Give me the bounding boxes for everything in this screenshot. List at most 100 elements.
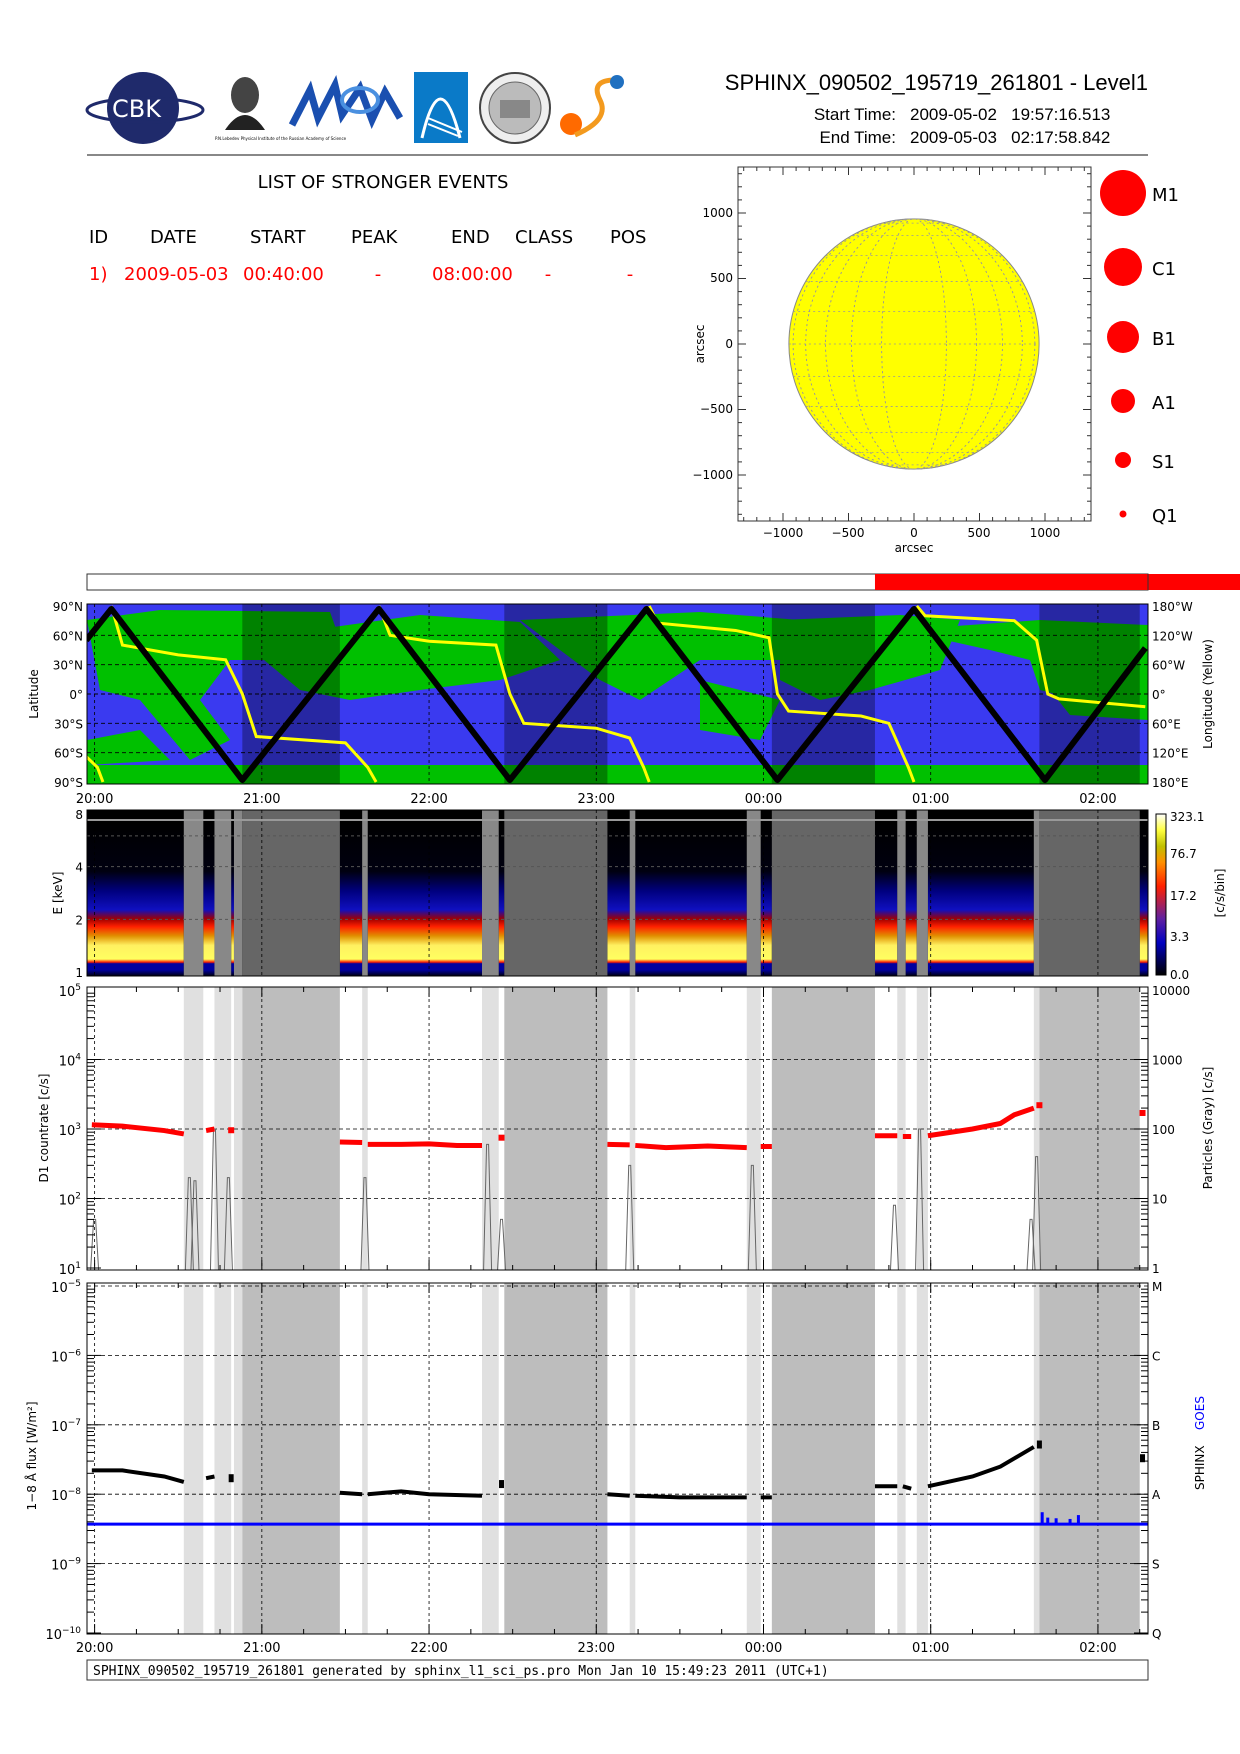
radiation-region <box>520 612 800 700</box>
time-tick-label: 23:00 <box>578 1641 615 1656</box>
col-date: DATE <box>150 227 197 248</box>
particles-axis-label: Particles (Gray) [c/s] <box>1201 1067 1215 1190</box>
data-gap-shade <box>242 987 340 1270</box>
particles-tick-label: 1000 <box>1152 1054 1183 1068</box>
sphinx-data-point <box>1140 1454 1146 1463</box>
goes-flux-spike <box>1046 1517 1050 1525</box>
d1-data-point <box>228 1127 235 1134</box>
spectrogram-gap <box>746 810 761 976</box>
svg-text:CBK: CBK <box>112 95 162 123</box>
sun-longitude-line <box>881 218 947 470</box>
d1-countrate-line <box>635 1142 747 1151</box>
data-gap-shade <box>916 1283 928 1634</box>
spectrogram-data-block <box>367 822 483 976</box>
data-gap-shade <box>233 987 243 1270</box>
data-gap-shade <box>504 1283 608 1634</box>
energy-tick-label: 4 <box>75 861 83 875</box>
data-gap-shade <box>771 987 875 1270</box>
event-timeline-bar <box>86 573 1240 591</box>
colorbar-label: [c/s/bin] <box>1213 869 1227 918</box>
latitude-tick-label: 30°N <box>53 659 83 673</box>
colorbar-tick-label: 3.3 <box>1170 930 1189 944</box>
sphinx-flux-line <box>91 1468 185 1484</box>
sphinx-flux-line <box>607 1492 630 1498</box>
energy-axis-label: E [keV] <box>51 872 65 915</box>
log-tick-label: 10−6 <box>51 1348 81 1365</box>
spectrogram-data-block <box>905 822 917 976</box>
log-tick-label: 10−7 <box>51 1418 81 1435</box>
legend-marker-m1 <box>1100 170 1146 216</box>
spectrogram-gap <box>214 810 232 976</box>
log-tick-label: 10−10 <box>45 1626 81 1643</box>
legend-label-q1: Q1 <box>1152 506 1178 527</box>
spectrogram-gap <box>629 810 636 976</box>
log-tick-label: 105 <box>59 983 81 1000</box>
start-time-label: Start Time: <box>814 105 896 124</box>
spectrogram-frame <box>86 809 1149 977</box>
footer-text: SPHINX_090502_195719_261801 generated by… <box>93 1664 829 1679</box>
sun-xtick: −1000 <box>763 526 804 540</box>
spectrogram-gap <box>233 810 243 976</box>
sphinx-data-point <box>1036 1440 1042 1449</box>
radiation-region <box>700 680 780 740</box>
sun-longitude-line <box>792 218 1036 470</box>
time-tick-label: 00:00 <box>745 792 782 807</box>
data-gap-shade <box>1039 987 1140 1270</box>
sun-position-map: 1000 500 0 −500 −1000 −1000 −500 0 500 1… <box>692 166 1092 555</box>
sphinx-flux-line <box>339 1490 363 1497</box>
data-gap-shade <box>1033 987 1040 1270</box>
sun-ytick: 1000 <box>702 206 733 220</box>
sphinx-data-point <box>228 1474 234 1483</box>
col-start: START <box>250 227 307 248</box>
goes-flux-spike <box>1076 1515 1080 1525</box>
log-tick-label: 10−5 <box>51 1279 81 1296</box>
log-tick-label: 10−9 <box>51 1557 81 1574</box>
sun-ytick: 0 <box>725 337 733 351</box>
longitude-axis-label: Longitude (Yellow) <box>1201 639 1215 749</box>
col-class: CLASS <box>515 227 573 248</box>
data-gap-shade <box>746 1283 761 1634</box>
sun-xtick: 500 <box>968 526 991 540</box>
col-peak: PEAK <box>351 227 399 248</box>
radiation-region <box>900 620 1148 700</box>
latitude-tick-label: 60°N <box>53 629 83 643</box>
legend-marker-q1 <box>1119 510 1127 518</box>
time-tick-label: 02:00 <box>1079 1641 1116 1656</box>
events-table-row: 1) 2009-05-03 00:40:00 - 08:00:00 - - <box>89 264 633 285</box>
longitude-curve <box>915 605 1146 709</box>
spectrogram-data-block <box>231 822 234 976</box>
d1-countrate-line <box>607 1141 630 1148</box>
longitude-curve <box>377 605 651 783</box>
d1-countrate-line <box>367 1141 483 1148</box>
legend-marker-s1 <box>1115 452 1131 468</box>
d1-countrate-line <box>927 1105 1035 1139</box>
data-gap-shade <box>771 1283 875 1634</box>
data-gap-shade <box>504 987 608 1270</box>
goes-class-label: S <box>1152 1558 1160 1572</box>
goes-class-label: A <box>1152 1488 1161 1502</box>
goes-flux-spike <box>1040 1512 1044 1525</box>
time-tick-label: 22:00 <box>410 792 447 807</box>
radiation-region <box>780 615 960 700</box>
spectrogram-data-block <box>607 822 630 976</box>
spectrogram-data-block <box>203 822 215 976</box>
report-title: SPHINX_090502_195719_261801 - Level1 <box>725 70 1148 95</box>
time-tick-label: 00:00 <box>745 1641 782 1656</box>
d1-data-point <box>498 1134 505 1141</box>
col-pos: POS <box>610 227 646 248</box>
col-id: ID <box>89 227 108 248</box>
longitude-curve <box>87 755 105 783</box>
end-time-value: 2009-05-03 02:17:58.842 <box>910 128 1110 147</box>
data-gap-shade <box>242 1283 340 1634</box>
colorbar-tick-label: 323.1 <box>1170 810 1204 824</box>
event-bar-highlight <box>874 574 1240 590</box>
spectrogram-gap <box>771 810 875 976</box>
time-tick-label: 20:00 <box>76 792 113 807</box>
time-tick-label: 23:00 <box>578 792 615 807</box>
data-gap-shade <box>183 1283 204 1634</box>
sun-ytick: −500 <box>700 402 733 416</box>
svg-text:P.N.Lebedev Physical Institute: P.N.Lebedev Physical Institute of the Ru… <box>215 136 347 141</box>
logo-sphinx <box>560 75 624 138</box>
spectrogram-data-block <box>760 822 772 976</box>
event-end: 08:00:00 <box>432 264 513 285</box>
